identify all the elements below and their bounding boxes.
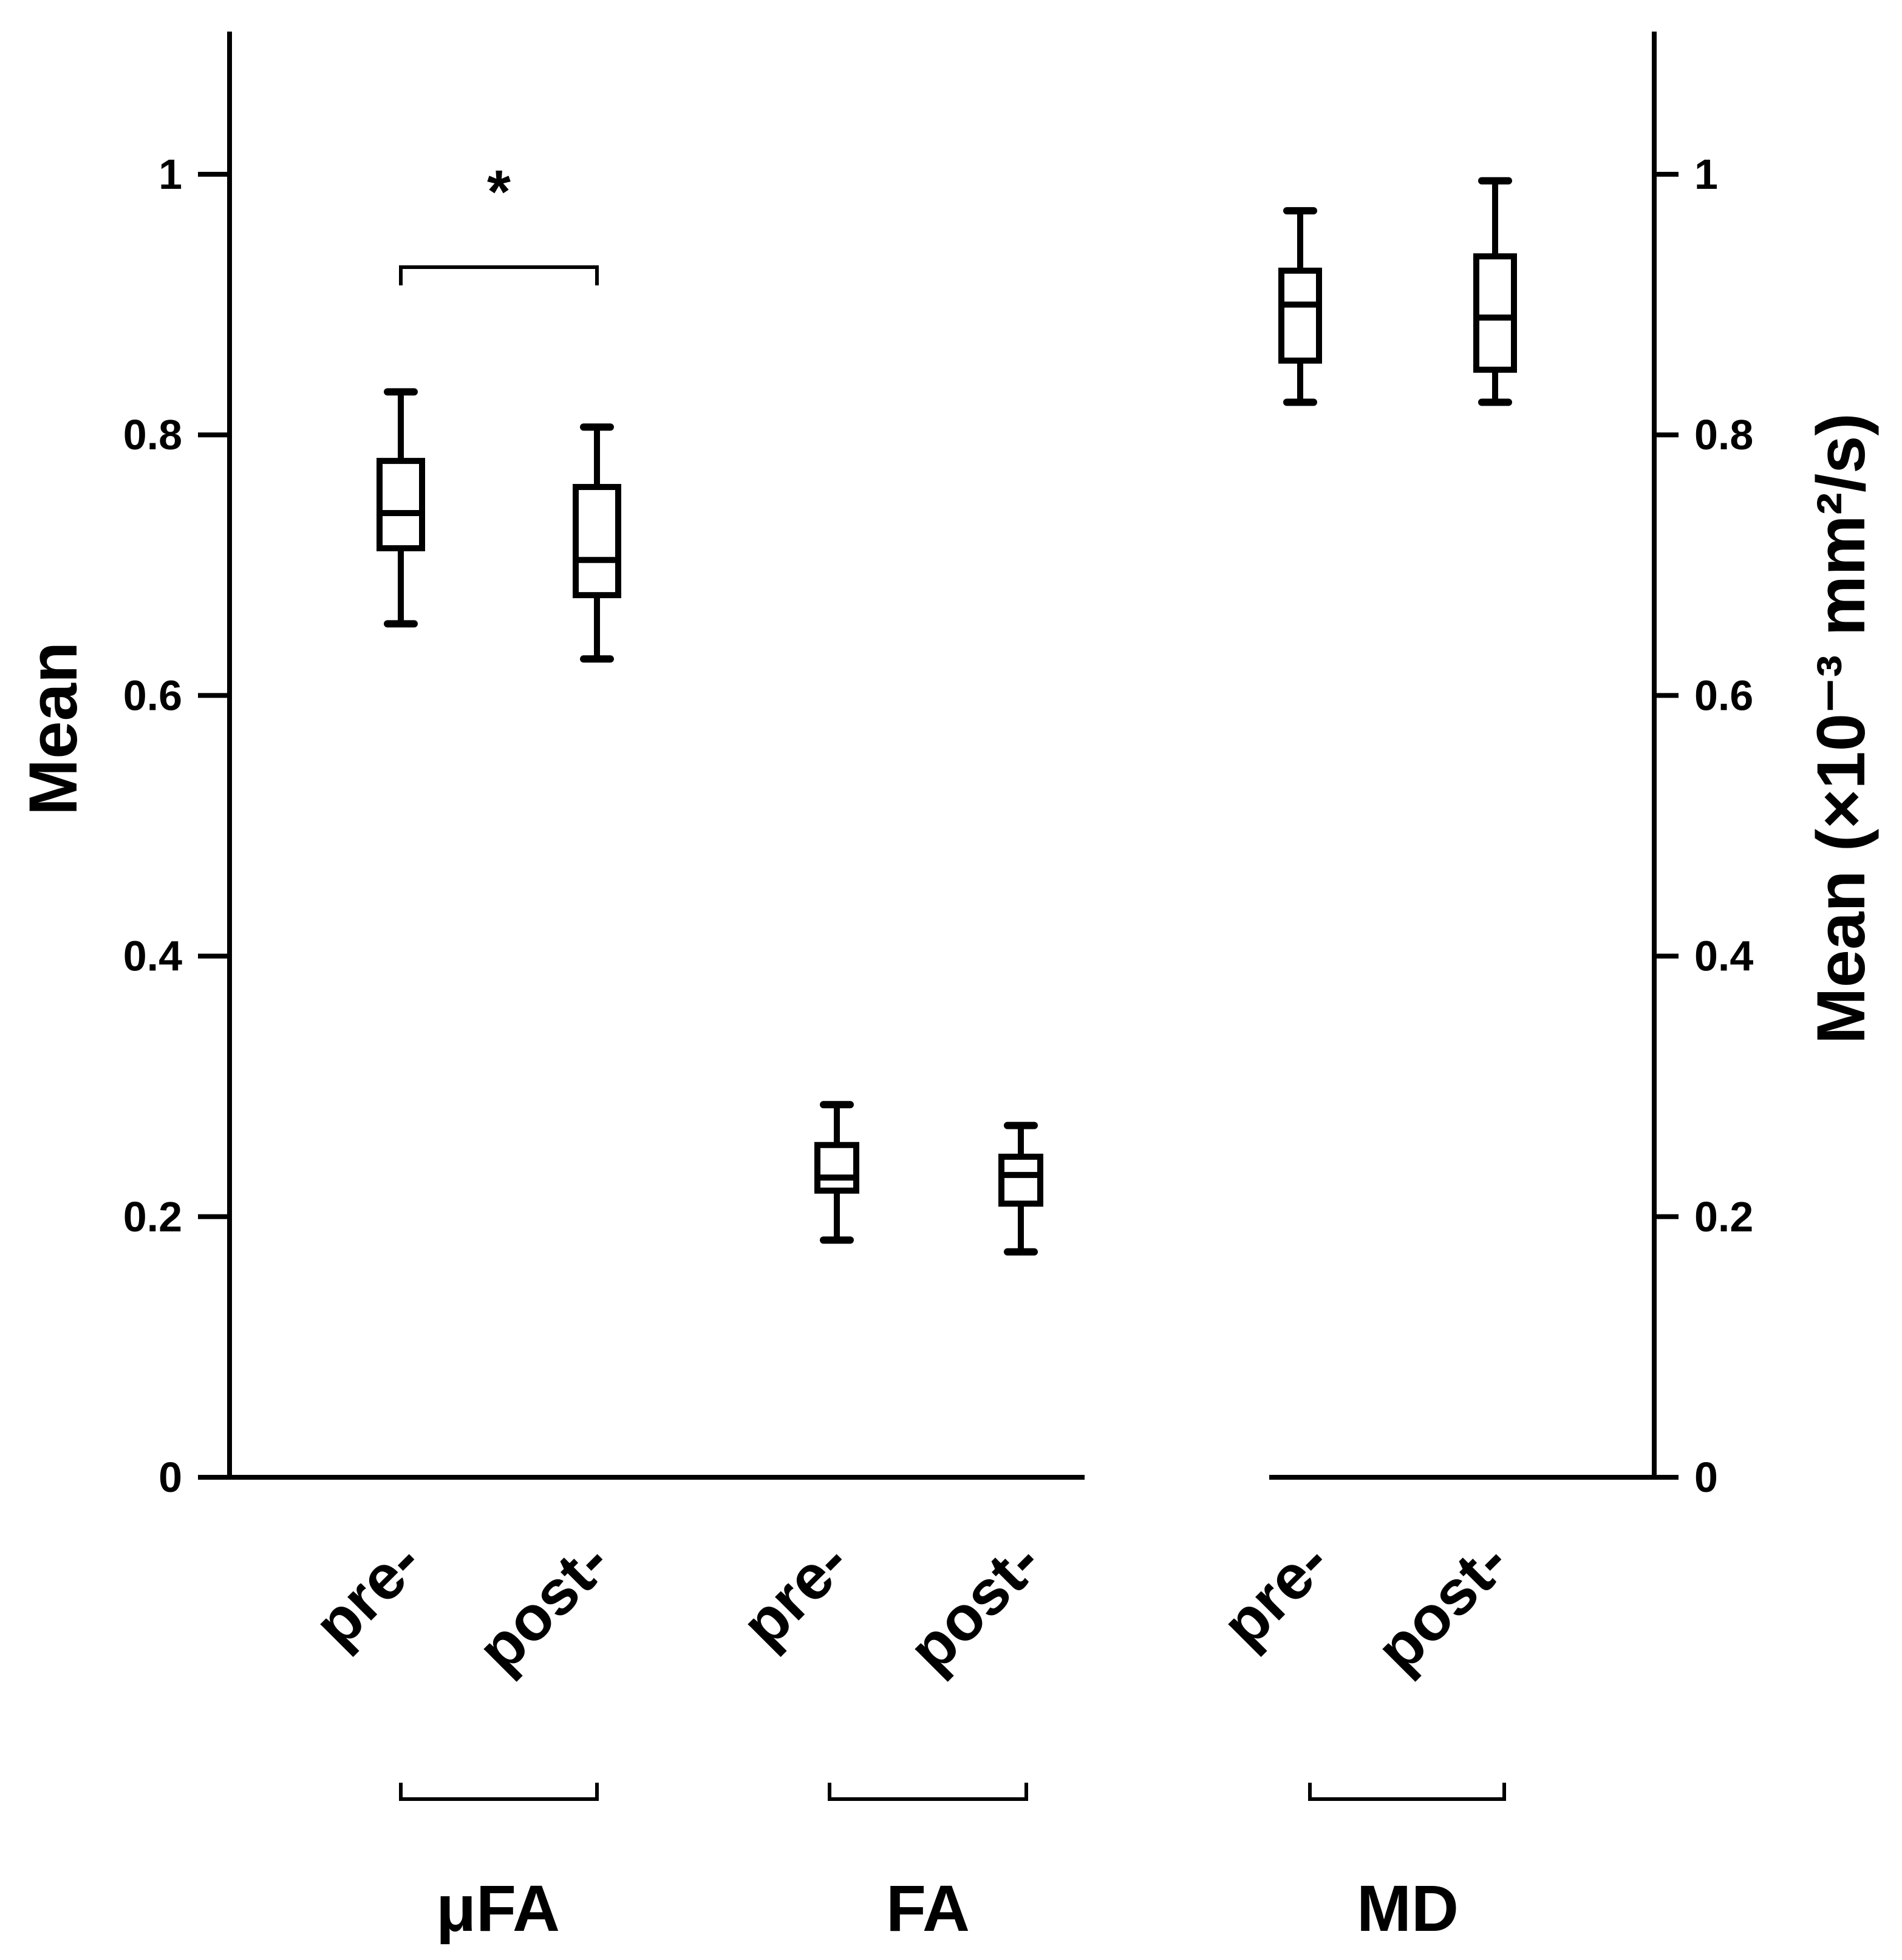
left-y-axis-title: Mean	[15, 642, 91, 815]
right-tick-label: 0.6	[1694, 672, 1753, 719]
category-labels: pre-post-μFA pre-post- FA pre-post- MD	[301, 1526, 1522, 1945]
box-iqr	[998, 1154, 1043, 1207]
left-tick-label: 1	[158, 151, 182, 198]
category-label-pre: pre-	[301, 1526, 435, 1661]
right-tick-label: 0	[1694, 1454, 1718, 1501]
left-tick-label: 0.2	[123, 1193, 182, 1240]
group-μFA: *	[377, 158, 621, 663]
group-MD	[1278, 177, 1517, 406]
right-tick-label: 0.8	[1694, 411, 1753, 458]
right-tick-label: 0.2	[1694, 1193, 1753, 1240]
group-bracket	[1308, 1783, 1506, 1801]
box-iqr	[1278, 267, 1322, 364]
right-tick-label: 1	[1694, 151, 1718, 198]
right-y-ticks: 0 0.2 0.4 0.6 0.8 1	[1654, 151, 1753, 1501]
significance-bracket	[399, 265, 599, 285]
group-bracket	[399, 1783, 599, 1801]
group-label: MD	[1357, 1871, 1459, 1945]
left-y-ticks: 0 0.2 0.4 0.6 0.8 1	[123, 151, 230, 1501]
group-label: μFA	[436, 1871, 560, 1945]
left-tick-label: 0.4	[123, 933, 182, 980]
box-plots: *	[377, 158, 1517, 1256]
box-iqr	[377, 458, 425, 551]
box-iqr	[573, 484, 621, 599]
left-tick-label: 0.6	[123, 672, 182, 719]
right-y-axis-title: Mean (×10⁻³ mm²/s)	[1803, 413, 1879, 1044]
category-label-post: post-	[896, 1526, 1055, 1686]
category-label-post: post-	[465, 1526, 624, 1686]
group-label: FA	[886, 1871, 970, 1945]
group-bracket	[828, 1783, 1028, 1801]
category-label-pre: pre-	[1208, 1526, 1343, 1661]
category-label-pre: pre-	[728, 1526, 862, 1661]
left-tick-label: 0.8	[123, 411, 182, 458]
category-label-post: post-	[1363, 1526, 1522, 1686]
group-FA	[814, 1101, 1043, 1256]
left-tick-label: 0	[158, 1454, 182, 1501]
box-iqr	[1473, 253, 1517, 373]
significance-asterisk: *	[487, 158, 511, 226]
right-tick-label: 0.4	[1694, 933, 1753, 980]
box-iqr	[814, 1142, 859, 1194]
